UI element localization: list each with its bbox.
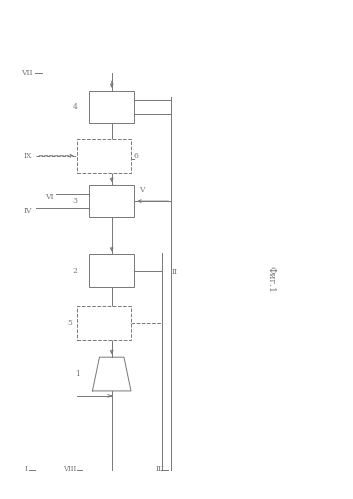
Bar xyxy=(89,91,134,123)
Text: VII: VII xyxy=(21,69,32,77)
Text: VIII: VIII xyxy=(64,465,77,473)
Text: 2: 2 xyxy=(72,267,77,275)
Bar xyxy=(89,254,134,287)
Bar xyxy=(77,306,131,340)
Text: 1: 1 xyxy=(75,370,80,378)
Bar xyxy=(89,185,134,217)
Text: 4: 4 xyxy=(72,103,77,111)
Text: V: V xyxy=(139,186,144,194)
Bar xyxy=(77,139,131,173)
Text: 5: 5 xyxy=(67,319,72,327)
Text: IV: IV xyxy=(24,207,32,215)
Text: VI: VI xyxy=(46,194,54,202)
Text: Фиг.1: Фиг.1 xyxy=(267,266,276,293)
Text: 3: 3 xyxy=(72,198,77,206)
Text: I: I xyxy=(25,465,28,473)
Text: IX: IX xyxy=(24,152,32,160)
Text: III: III xyxy=(155,465,164,473)
Text: 6: 6 xyxy=(134,152,139,160)
Text: II: II xyxy=(172,268,178,276)
